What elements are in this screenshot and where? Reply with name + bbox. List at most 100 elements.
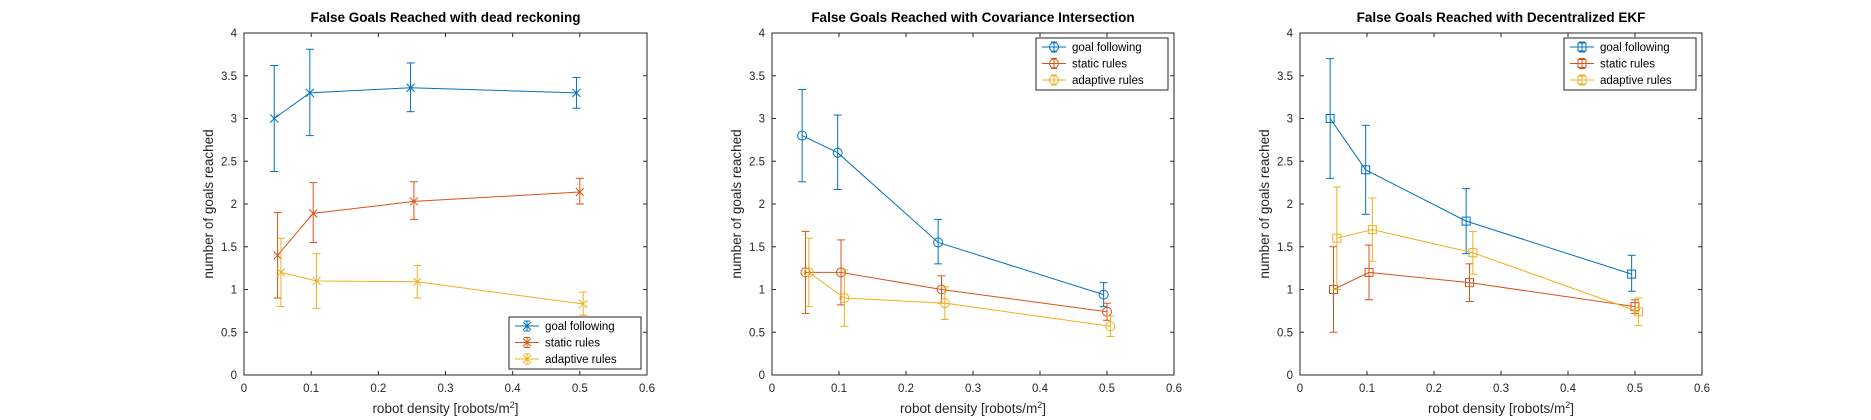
y-tick-label: 1.5 <box>221 242 237 254</box>
data-point-marker <box>797 130 808 141</box>
x-tick-label: 0 <box>1297 383 1303 395</box>
chart-panel-3: 0 0.1 0.2 0.3 0.4 0.5 0.6 0 0.5 1 1.5 2 2.5 3 3.5 4 Fals… <box>1257 10 1710 416</box>
data-point-marker <box>1049 75 1059 85</box>
data-point-marker <box>578 299 588 309</box>
x-tick-label: 0.4 <box>1032 383 1049 395</box>
x-tick-label: 0.4 <box>505 383 522 395</box>
data-point-marker <box>308 209 318 218</box>
data-point-marker <box>1577 75 1587 85</box>
data-point-marker <box>305 88 315 98</box>
y-tick-label: 3.5 <box>1277 71 1293 83</box>
series-goal-following <box>1325 58 1637 292</box>
y-tick-label: 0 <box>1287 370 1293 382</box>
data-point-marker <box>1361 165 1371 175</box>
legend-item: static rules <box>1570 58 1655 71</box>
marker-stroke <box>575 187 585 197</box>
chart-panel-2: 0 0.1 0.2 0.3 0.4 0.5 0.6 0 0.5 1 1.5 2 2.5 3 3.5 4 Fals… <box>729 10 1182 416</box>
y-tick-label: 4 <box>1287 28 1294 40</box>
y-tick-label: 0.5 <box>1277 327 1293 339</box>
y-tick-label: 3.5 <box>749 71 765 83</box>
data-point-marker <box>836 267 847 278</box>
legend-item: adaptive rules <box>1042 74 1144 87</box>
x-tick-label: 0.4 <box>1560 383 1577 395</box>
data-point-marker <box>832 147 843 158</box>
legend: goal following static rules adaptive rules <box>508 316 642 370</box>
data-point-marker <box>1049 42 1059 52</box>
x-tick-label: 0.1 <box>1359 383 1375 395</box>
y-tick-label: 2 <box>759 199 765 211</box>
data-point-marker <box>1633 307 1643 317</box>
data-point-marker <box>1577 59 1587 68</box>
x-tick-label: 0.6 <box>1694 383 1710 395</box>
y-tick-label: 1.5 <box>749 242 765 254</box>
data-point-marker <box>409 197 419 206</box>
legend-item: goal following <box>515 320 615 333</box>
data-point-marker <box>1049 58 1059 69</box>
legend-label: adaptive rules <box>1072 75 1144 87</box>
x-tick-label: 0.5 <box>572 383 588 395</box>
marker-stroke <box>412 277 422 287</box>
x-tick-label: 0.5 <box>1099 383 1115 395</box>
x-tick-label: 0.2 <box>370 383 386 395</box>
legend-label: static rules <box>545 338 600 350</box>
x-tick-label: 0 <box>241 383 247 395</box>
marker-stroke <box>572 88 581 98</box>
y-tick-label: 4 <box>231 28 238 40</box>
data-point-marker <box>933 237 944 248</box>
x-tick-label: 0.2 <box>898 383 914 395</box>
legend-item: adaptive rules <box>1570 74 1672 87</box>
y-tick-label: 2 <box>231 199 237 211</box>
y-tick-label: 1 <box>231 285 237 297</box>
y-axis-label: number of goals reached <box>1257 129 1272 278</box>
marker-stroke <box>578 299 588 309</box>
legend-label: goal following <box>1072 42 1142 54</box>
data-point-marker <box>1332 233 1342 243</box>
x-tick-label: 0.5 <box>1627 383 1643 395</box>
y-tick-label: 2 <box>1287 199 1293 211</box>
marker-stroke <box>312 276 321 286</box>
data-point-marker <box>839 293 850 304</box>
y-tick-label: 1.5 <box>1277 242 1293 254</box>
series-line <box>280 271 584 305</box>
legend-label: adaptive rules <box>545 354 617 366</box>
x-tick-label: 0.3 <box>1493 383 1509 395</box>
y-tick-label: 0.5 <box>749 327 765 339</box>
legend-label: static rules <box>1072 59 1127 71</box>
legend-item: goal following <box>1570 41 1670 54</box>
y-tick-label: 3 <box>1287 114 1293 126</box>
data-point-marker <box>312 276 321 286</box>
marker-stroke <box>273 250 282 260</box>
data-point-marker <box>1325 114 1335 123</box>
legend-item: goal following <box>1042 41 1142 54</box>
y-tick-label: 3.5 <box>221 71 237 83</box>
data-point-marker <box>800 267 811 278</box>
y-tick-label: 3 <box>231 114 237 126</box>
data-point-marker <box>575 187 585 197</box>
marker-stroke <box>406 83 415 93</box>
data-point-marker <box>273 250 282 260</box>
y-tick-label: 3 <box>759 114 765 126</box>
y-tick-label: 1 <box>1287 285 1293 297</box>
series-adaptive-rules <box>276 237 588 316</box>
y-tick-label: 4 <box>759 28 766 40</box>
data-point-marker <box>522 321 532 331</box>
x-tick-label: 0.2 <box>1426 383 1442 395</box>
series-line <box>273 87 577 119</box>
data-point-marker <box>1364 267 1374 277</box>
marker-stroke <box>409 197 419 206</box>
data-point-marker <box>522 338 532 347</box>
series-line <box>1333 271 1636 308</box>
legend-label: static rules <box>1600 59 1655 71</box>
marker-stroke <box>522 354 532 364</box>
series-line <box>808 271 1111 327</box>
legend-item: static rules <box>515 337 600 350</box>
legend: goal following static rules adaptive rules <box>1035 37 1169 91</box>
x-axis-label: robot density [robots/m2] <box>372 400 518 416</box>
chart-title: False Goals Reached with dead reckoning <box>310 10 580 25</box>
data-point-marker <box>1098 289 1109 300</box>
marker-stroke <box>269 114 279 123</box>
marker-stroke <box>308 209 318 218</box>
data-point-marker <box>276 268 286 277</box>
y-tick-label: 0 <box>759 370 765 382</box>
